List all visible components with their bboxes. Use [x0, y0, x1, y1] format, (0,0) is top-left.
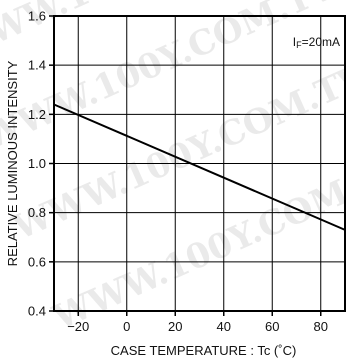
y-axis-label: RELATIVE LUMINOUS INTENSITY — [5, 60, 20, 266]
y-tick-label: 1.2 — [28, 107, 46, 122]
watermark-layer: WWW.100Y.COM.TWWWW.100Y.COM.TWWWW.100Y.C… — [0, 0, 346, 339]
grid — [54, 16, 345, 311]
annotation-rest: =20mA — [302, 35, 340, 49]
y-tick-label: 0.6 — [28, 254, 46, 269]
annotation-main: I — [293, 35, 296, 49]
series-layer — [53, 103, 346, 231]
x-tick-label: 40 — [217, 319, 231, 334]
tick-layer: −20 0 20 40 60 80 0.4 0.6 0.8 1.0 1.2 1.4 1.6 — [28, 9, 328, 335]
y-tick-label: 0.8 — [28, 205, 46, 220]
annotation-label: IF=20mA — [293, 35, 340, 50]
x-tick-label: 60 — [265, 319, 279, 334]
y-tick-label: 1.6 — [28, 9, 46, 24]
y-tick-label: 1.4 — [28, 58, 46, 73]
series-line — [53, 103, 346, 231]
y-tick-label: 1.0 — [28, 156, 46, 171]
x-tick-label: 0 — [123, 319, 130, 334]
x-tick-label: 80 — [314, 319, 328, 334]
x-tick-label: 20 — [168, 319, 182, 334]
x-axis-label: CASE TEMPERATURE : Tc (˚C) — [111, 343, 297, 358]
y-tick-label: 0.4 — [28, 304, 46, 319]
x-tick-label: −20 — [67, 319, 89, 334]
annotation-sub: F — [296, 40, 302, 50]
